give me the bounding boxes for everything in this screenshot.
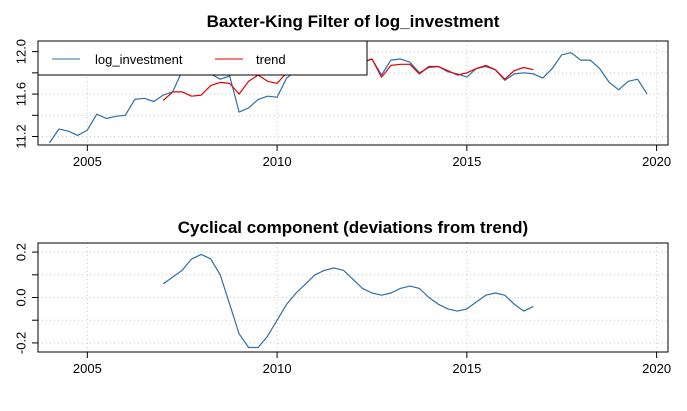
- x-tick-label: 2020: [642, 361, 671, 376]
- x-tick-label: 2020: [642, 154, 671, 169]
- x-tick-label: 2015: [452, 361, 481, 376]
- legend-label-trend: trend: [256, 52, 286, 67]
- x-tick-label: 2005: [73, 154, 102, 169]
- axes-2: 2005 2010 2015 2020 -0.2 0.0 0.2: [13, 243, 671, 376]
- plot-frame-2: [37, 242, 669, 353]
- axes-1: 2005 2010 2015 2020 11.2 11.6 12.0: [13, 39, 671, 169]
- grid-2: [38, 243, 668, 352]
- y-tick-label: 0.2: [13, 243, 28, 261]
- chart-title-1: Baxter-King Filter of log_investment: [207, 12, 500, 31]
- y-tick-label: 0.0: [13, 288, 28, 306]
- y-tick-label: 11.2: [13, 124, 28, 148]
- x-tick-label: 2005: [73, 361, 102, 376]
- x-tick-label: 2010: [263, 154, 292, 169]
- x-tick-label: 2015: [452, 154, 481, 169]
- series-group-2: [162, 253, 534, 349]
- y-tick-label: 12.0: [13, 39, 28, 64]
- chart-title-2: Cyclical component (deviations from tren…: [178, 218, 528, 237]
- legend-label-log-investment: log_investment: [95, 52, 183, 67]
- series-line-cycle: [162, 253, 534, 349]
- legend: log_investment trend: [37, 40, 368, 76]
- x-tick-label: 2010: [263, 361, 292, 376]
- y-tick-label: -0.2: [13, 332, 28, 354]
- legend-box: [37, 40, 368, 76]
- y-tick-label: 11.6: [13, 82, 28, 106]
